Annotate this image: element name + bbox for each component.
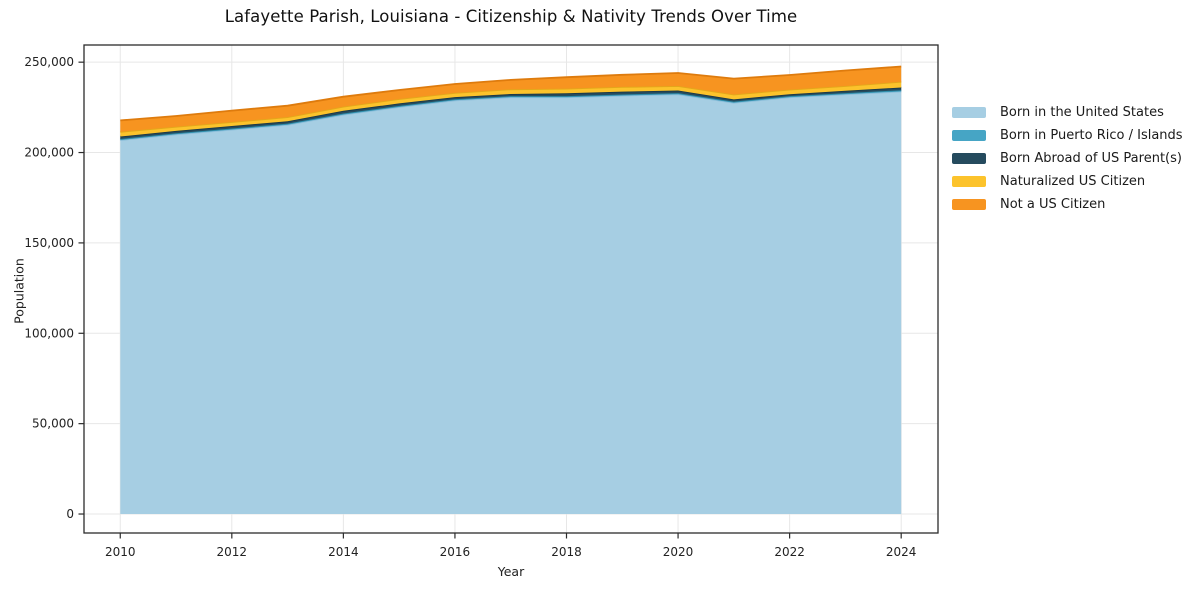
legend-swatch-naturalized-us-citizen — [952, 176, 986, 187]
y-tick-label: 150,000 — [24, 236, 74, 250]
legend-item-born-in-puerto-rico-islands: Born in Puerto Rico / Islands — [952, 124, 1183, 147]
x-tick-label: 2018 — [551, 545, 582, 559]
chart-title: Lafayette Parish, Louisiana - Citizenshi… — [224, 7, 798, 26]
legend-swatch-born-in-puerto-rico-islands — [952, 130, 986, 141]
legend-item-not-a-us-citizen: Not a US Citizen — [952, 193, 1183, 216]
x-axis-label: Year — [497, 564, 525, 579]
legend: Born in the United States Born in Puerto … — [952, 101, 1183, 216]
y-tick-label: 50,000 — [32, 417, 74, 431]
x-tick-label: 2022 — [774, 545, 805, 559]
area-series-not-a-us-citizen — [120, 66, 902, 132]
legend-label-not-a-us-citizen: Not a US Citizen — [1000, 197, 1106, 212]
legend-item-born-abroad-of-us-parent-s: Born Abroad of US Parent(s) — [952, 147, 1183, 170]
legend-label-born-in-the-united-states: Born in the United States — [1000, 105, 1164, 120]
legend-swatch-born-abroad-of-us-parent-s — [952, 153, 986, 164]
x-tick-label: 2016 — [440, 545, 471, 559]
legend-label-born-abroad-of-us-parent-s: Born Abroad of US Parent(s) — [1000, 151, 1182, 166]
area-series-born-in-the-united-states — [120, 91, 902, 514]
x-tick-label: 2014 — [328, 545, 359, 559]
legend-swatch-born-in-the-united-states — [952, 107, 986, 118]
y-axis-label: Population — [11, 258, 27, 324]
x-tick-label: 2020 — [663, 545, 694, 559]
legend-label-born-in-puerto-rico-islands: Born in Puerto Rico / Islands — [1000, 128, 1183, 143]
x-tick-label: 2024 — [886, 545, 917, 559]
legend-item-naturalized-us-citizen: Naturalized US Citizen — [952, 170, 1183, 193]
y-tick-label: 0 — [66, 507, 74, 521]
legend-item-born-in-the-united-states: Born in the United States — [952, 101, 1183, 124]
x-tick-label: 2010 — [105, 545, 136, 559]
legend-swatch-not-a-us-citizen — [952, 199, 986, 210]
plot-border — [83, 44, 939, 534]
area-series-naturalized-us-citizen — [120, 81, 902, 137]
area-edge-not-a-us-citizen — [120, 65, 902, 122]
legend-label-naturalized-us-citizen: Naturalized US Citizen — [1000, 174, 1146, 189]
x-tick-label: 2012 — [217, 545, 248, 559]
y-tick-label: 100,000 — [24, 326, 74, 340]
y-tick-label: 250,000 — [24, 55, 74, 69]
y-tick-label: 200,000 — [24, 146, 74, 160]
